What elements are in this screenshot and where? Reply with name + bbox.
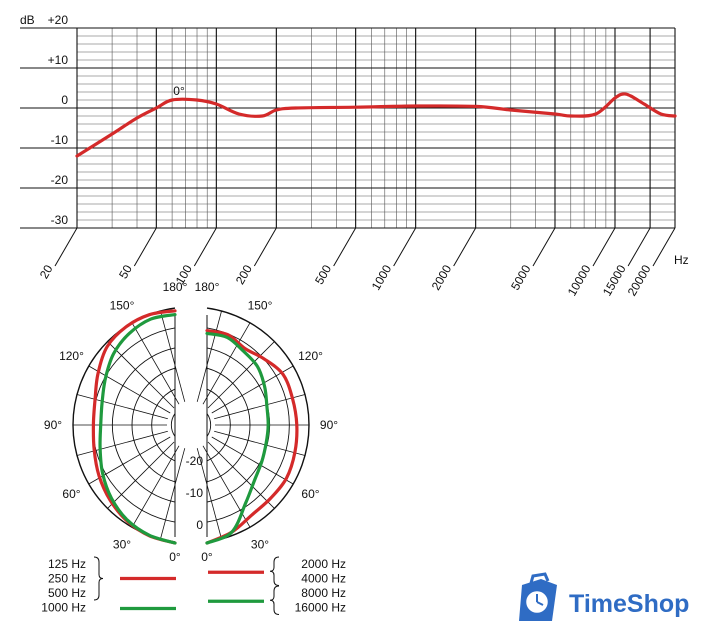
radial-db-label: -10 [186, 486, 204, 500]
polar-spoke [207, 441, 275, 509]
polar-spoke [196, 310, 222, 402]
angle-label-left: 150° [110, 298, 135, 312]
y-tick-label: +10 [48, 53, 69, 67]
angle-label-right: 180° [195, 280, 220, 294]
watermark: TimeShop [519, 572, 689, 621]
y-tick-label: -30 [51, 213, 69, 227]
y-tick-label: +20 [48, 13, 69, 27]
polar-ring [206, 413, 212, 437]
x-tick-label: 20 [37, 262, 56, 281]
legend-label: 4000 Hz [301, 572, 346, 586]
x-tick-mark [193, 227, 217, 267]
x-tick-mark [253, 227, 277, 267]
y-tick-label: -20 [51, 173, 69, 187]
polar-spoke [88, 365, 171, 414]
polar-plot-curves [91, 309, 299, 545]
x-tick-mark [333, 227, 357, 267]
angle-label-right: 120° [298, 349, 323, 363]
polar-spoke [107, 441, 175, 509]
legend-brace [269, 585, 280, 615]
angle-annotation: 0° [173, 84, 185, 98]
polar-spoke [76, 394, 168, 420]
x-tick-mark [532, 227, 556, 267]
legend-label: 16000 Hz [295, 601, 346, 615]
x-tick-label: 5000 [508, 262, 534, 292]
angle-label-right: 150° [248, 298, 273, 312]
y-tick-label: 0 [61, 93, 68, 107]
legend-label: 2000 Hz [301, 557, 346, 571]
polar-plot-labels: 180° 180° 150° 150° 120° 120° 90° 90° 60° 60° 30° 3… [44, 280, 338, 564]
x-tick-label: 10000 [565, 262, 594, 298]
angle-label-left: 120° [59, 349, 84, 363]
polar-series-left [91, 309, 177, 545]
polar-spoke [211, 436, 294, 485]
x-tick-mark [393, 227, 417, 267]
angle-label-left: 180° [163, 280, 188, 294]
polar-spoke [214, 394, 306, 420]
x-tick-mark [453, 227, 477, 267]
x-tick-label: 20000 [625, 262, 654, 298]
angle-label-left: 30° [113, 538, 131, 552]
legend-brace [269, 556, 280, 586]
x-tick-label: 2000 [429, 262, 455, 292]
frequency-response-curve [75, 92, 677, 158]
radial-db-label: 0 [196, 518, 203, 532]
x-tick-mark [592, 227, 616, 267]
radial-db-label: -20 [186, 454, 204, 468]
y-axis-label: dB [20, 13, 35, 27]
angle-label-right: 90° [320, 418, 338, 432]
angle-label-left: 60° [62, 487, 80, 501]
angle-label-left: 0° [169, 550, 181, 564]
x-tick-mark [133, 227, 157, 267]
x-tick-label: 500 [312, 262, 334, 287]
legend-label: 1000 Hz [41, 601, 86, 615]
clock-briefcase-icon [519, 572, 557, 621]
polar-spoke [160, 448, 186, 540]
polar-spoke [202, 445, 251, 528]
x-tick-label: 200 [233, 262, 255, 287]
polar-spoke [214, 430, 306, 456]
polar-series-right [205, 329, 299, 545]
frequency-response-line [75, 92, 677, 158]
legend-label: 125 Hz [48, 557, 86, 571]
polar-spoke [76, 430, 168, 456]
angle-label-right: 60° [301, 487, 319, 501]
polar-series-right [205, 331, 270, 545]
angle-label-right: 30° [251, 538, 269, 552]
legend-label: 250 Hz [48, 572, 86, 586]
polar-spoke [107, 341, 175, 409]
polar-spoke [131, 322, 180, 405]
x-tick-mark [627, 227, 651, 267]
frequency-response-grid [20, 27, 676, 229]
x-tick-label: 15000 [600, 262, 629, 298]
polar-spoke [131, 445, 180, 528]
polar-spoke [196, 448, 222, 540]
polar-series-left [98, 313, 177, 545]
y-tick-label: -10 [51, 133, 69, 147]
legend-label: 500 Hz [48, 586, 86, 600]
x-tick-label: 50 [116, 262, 135, 281]
x-tick-label: 1000 [369, 262, 395, 292]
polar-spoke [160, 310, 186, 402]
legend-brace [93, 556, 104, 601]
x-tick-mark [54, 227, 78, 267]
x-tick-mark [652, 227, 676, 267]
angle-label-right: 0° [201, 550, 213, 564]
x-axis-unit-label: Hz [674, 253, 689, 267]
polar-ring [170, 413, 176, 437]
angle-label-left: 90° [44, 418, 62, 432]
watermark-text: TimeShop [569, 590, 689, 618]
polar-spoke [207, 341, 275, 409]
legend-label: 8000 Hz [301, 586, 346, 600]
polar-spoke [202, 322, 251, 405]
polar-spoke [211, 365, 294, 414]
